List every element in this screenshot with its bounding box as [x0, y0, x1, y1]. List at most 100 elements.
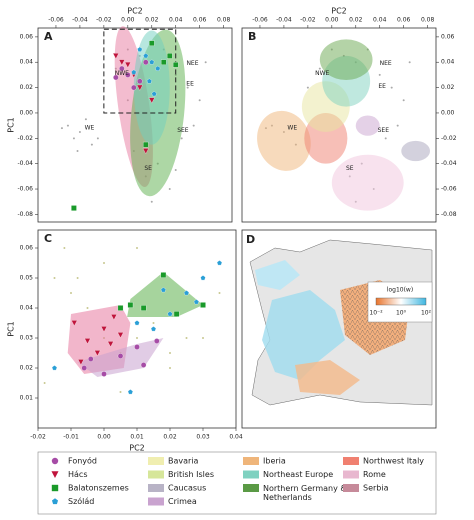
x-tick-label: -0.02	[96, 17, 112, 24]
legend-marker	[51, 484, 59, 492]
reference-point	[136, 247, 138, 249]
point	[131, 84, 137, 91]
point	[124, 62, 131, 68]
panel-label: A	[44, 30, 53, 43]
reference-point	[84, 118, 87, 121]
point	[200, 302, 206, 308]
x-tick-label: 0.00	[325, 17, 339, 24]
y-tick-label: -0.02	[17, 135, 33, 142]
colorbar-title: log10(w)	[387, 287, 413, 294]
point	[160, 272, 167, 278]
panel-label: D	[246, 233, 255, 246]
point	[71, 320, 78, 327]
region-annotation: EE	[378, 83, 386, 90]
point	[117, 332, 124, 339]
reference-point	[63, 247, 66, 249]
region-annotation: NEE	[186, 60, 198, 67]
point	[193, 299, 200, 305]
reference-point	[174, 169, 177, 172]
y-tick-label: 0.02	[441, 84, 455, 91]
point	[112, 53, 119, 60]
region-ellipse	[319, 39, 373, 80]
y-tick-label: 0.00	[20, 109, 34, 116]
y-tick-label: 0.06	[20, 245, 34, 252]
point	[216, 260, 223, 266]
point	[107, 341, 114, 348]
region-annotation: SE	[144, 165, 152, 172]
point	[117, 353, 124, 359]
legend-label: Balatonszemes	[68, 484, 129, 493]
x-tick-label: -0.04	[72, 17, 88, 24]
reference-point	[318, 67, 321, 70]
reference-point	[72, 137, 75, 140]
reference-point	[60, 127, 63, 130]
reference-point	[119, 391, 122, 393]
reference-point	[378, 73, 381, 76]
point	[136, 84, 143, 91]
reference-point	[202, 337, 204, 339]
x-tick-label: 0.04	[229, 434, 243, 441]
point	[173, 311, 180, 317]
reference-point	[53, 277, 56, 279]
x-tick-label: 0.06	[193, 17, 207, 24]
reference-point	[408, 61, 411, 64]
point	[149, 40, 155, 46]
x-tick-label: 0.08	[217, 17, 231, 24]
y-tick-label: 0.02	[20, 365, 34, 372]
x-tick-label: -0.04	[276, 17, 292, 24]
reference-point	[150, 200, 153, 203]
reference-point	[218, 292, 221, 294]
point	[166, 53, 173, 59]
colorbar-tick: 10²	[421, 310, 432, 317]
legend-label: Szólád	[68, 496, 94, 506]
point	[125, 72, 131, 78]
region-annotation: NWE	[115, 70, 129, 77]
x-tick-label: 0.04	[169, 17, 183, 24]
point	[160, 59, 167, 65]
point	[137, 78, 143, 85]
legend-label: Serbia	[363, 484, 389, 493]
point	[143, 59, 149, 65]
legend-label: Fonyód	[68, 456, 97, 466]
x-tick-label: 0.08	[421, 17, 435, 24]
reference-point	[86, 307, 89, 309]
reference-point	[396, 124, 399, 127]
point	[77, 359, 85, 366]
point	[100, 326, 108, 333]
point	[154, 338, 160, 344]
y-tick-label: -0.06	[17, 186, 33, 193]
reference-point	[186, 86, 189, 89]
region-annotation: WE	[287, 125, 297, 132]
reference-point	[390, 86, 393, 89]
region-ellipse	[331, 154, 404, 211]
point	[172, 62, 179, 68]
y-axis-label: PC1	[7, 321, 16, 337]
legend-label: Northwest Italy	[363, 457, 424, 466]
reference-point	[90, 143, 93, 146]
x-tick-label: 0.04	[373, 17, 387, 24]
x-tick-label: 0.03	[196, 434, 210, 441]
x-tick-label: 0.00	[121, 17, 135, 24]
panel-label: B	[248, 30, 256, 43]
x-tick-label: -0.02	[300, 17, 316, 24]
region-ellipse	[257, 110, 311, 171]
point	[143, 53, 149, 59]
legend-label: Northeast Europe	[263, 470, 333, 479]
legend-label: Bavaria	[168, 457, 199, 466]
point	[110, 314, 118, 321]
region-annotation: NEE	[380, 60, 392, 67]
legend-swatch	[243, 457, 259, 465]
point	[146, 78, 153, 84]
point	[81, 365, 87, 371]
y-tick-label: 0.06	[441, 33, 455, 40]
point	[140, 362, 147, 368]
x-axis-label: PC2	[331, 7, 347, 16]
point	[151, 91, 157, 97]
point	[200, 275, 206, 281]
reference-point	[70, 292, 72, 294]
x-tick-label: 0.06	[397, 17, 411, 24]
reference-point	[152, 322, 155, 324]
zoom-box	[103, 28, 177, 114]
x-tick-label: -0.01	[63, 434, 79, 441]
low-migration	[295, 360, 360, 395]
